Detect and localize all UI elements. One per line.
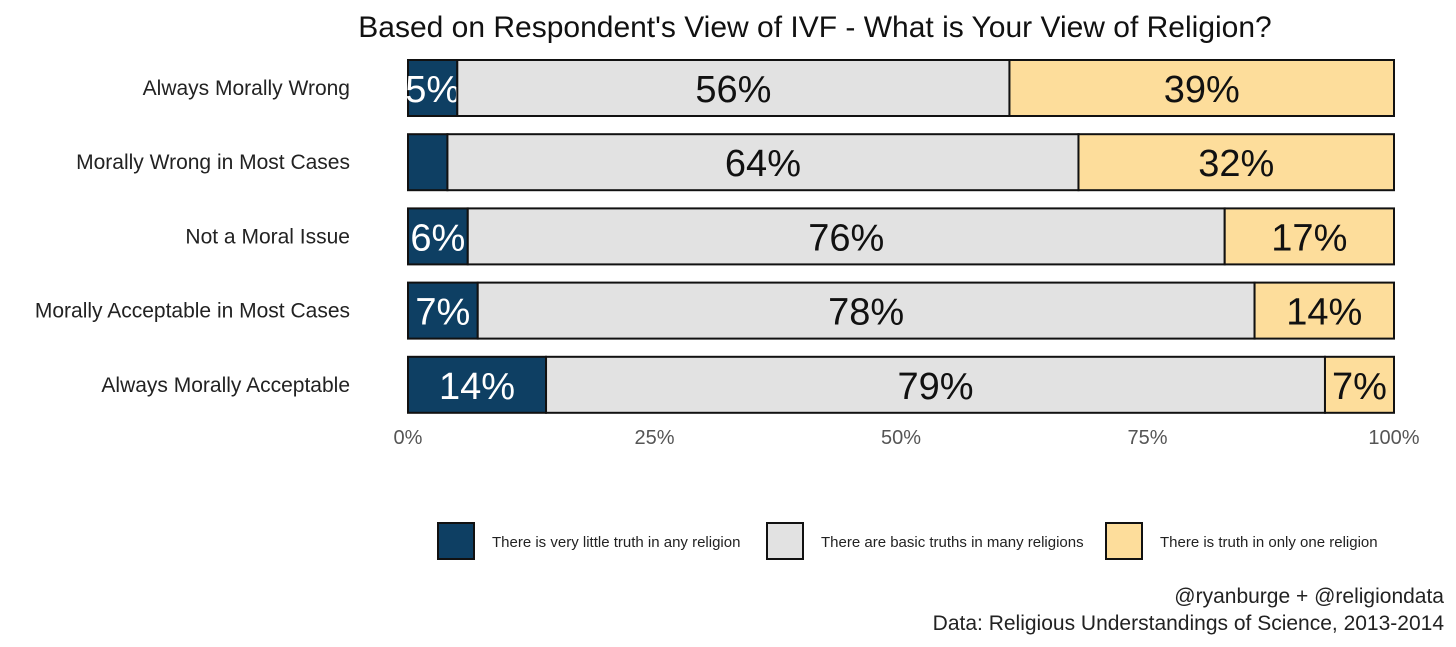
data-label: 64% bbox=[725, 143, 801, 185]
bar-segment bbox=[407, 207, 469, 266]
data-label: 17% bbox=[1271, 217, 1347, 259]
bar-segment bbox=[407, 281, 479, 340]
category-label: Morally Acceptable in Most Cases bbox=[35, 300, 350, 323]
category-label: Morally Wrong in Most Cases bbox=[76, 151, 350, 174]
data-label: 6% bbox=[410, 217, 465, 259]
legend-swatch bbox=[437, 522, 475, 560]
legend-label: There are basic truths in many religions bbox=[821, 534, 1084, 551]
legend: There is very little truth in any religi… bbox=[437, 522, 1378, 560]
x-tick-label: 100% bbox=[1368, 427, 1419, 449]
bar-segment bbox=[545, 355, 1326, 414]
bar-segment bbox=[407, 133, 449, 192]
data-label: 39% bbox=[1164, 69, 1240, 111]
data-label: 7% bbox=[1332, 366, 1387, 408]
caption-line-1: @ryanburge + @religiondata bbox=[1174, 585, 1444, 608]
legend-label: There is truth in only one religion bbox=[1160, 534, 1378, 551]
bar-segment bbox=[407, 355, 548, 414]
bar-segment bbox=[456, 59, 1011, 117]
data-label: 76% bbox=[808, 217, 884, 259]
data-label: 32% bbox=[1198, 143, 1274, 185]
data-label: 78% bbox=[828, 292, 904, 334]
data-label: 7% bbox=[415, 292, 470, 334]
bar-segment bbox=[1223, 207, 1396, 266]
bar-segment bbox=[1253, 281, 1396, 340]
chart-title: Based on Respondent's View of IVF - What… bbox=[358, 11, 1271, 44]
data-label: 5% bbox=[405, 69, 460, 111]
category-label: Not a Moral Issue bbox=[185, 225, 350, 248]
data-label: 56% bbox=[695, 69, 771, 111]
bar-segment bbox=[476, 281, 1256, 340]
category-labels: Always Morally Wrong Morally Wrong in Mos… bbox=[35, 77, 350, 397]
x-tick-label: 25% bbox=[634, 427, 674, 449]
caption-line-2: Data: Religious Understandings of Scienc… bbox=[933, 612, 1445, 635]
bar-segment bbox=[1077, 133, 1395, 192]
bar-segment bbox=[407, 59, 459, 117]
legend-label: There is very little truth in any religi… bbox=[492, 534, 740, 551]
legend-swatch bbox=[766, 522, 804, 560]
bars-group: 5% 56% 39% 64% 32% 6% 76% 17% 7% 78% 14% 14% 79% 7% bbox=[405, 59, 1396, 414]
bar-segment bbox=[1008, 59, 1396, 117]
data-label: 79% bbox=[897, 366, 973, 408]
bar-segment bbox=[1323, 355, 1395, 414]
data-label: 14% bbox=[1286, 292, 1362, 334]
data-label: 14% bbox=[439, 366, 515, 408]
category-label: Always Morally Wrong bbox=[143, 77, 350, 100]
x-tick-label: 50% bbox=[881, 427, 921, 449]
legend-swatch bbox=[1105, 522, 1143, 560]
bar-segment bbox=[466, 207, 1226, 266]
x-axis-ticks: 0% 25% 50% 75% 100% bbox=[394, 427, 1420, 449]
x-tick-label: 0% bbox=[394, 427, 423, 449]
category-label: Always Morally Acceptable bbox=[101, 374, 350, 397]
x-tick-label: 75% bbox=[1127, 427, 1167, 449]
